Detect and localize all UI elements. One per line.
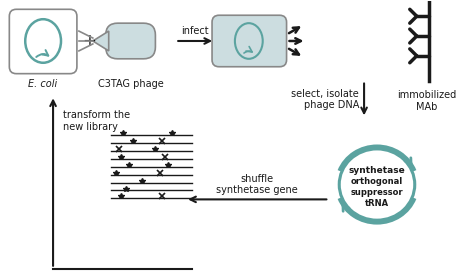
- Text: orthogonal
suppressor
tRNA: orthogonal suppressor tRNA: [351, 177, 403, 208]
- Ellipse shape: [339, 149, 415, 220]
- FancyBboxPatch shape: [212, 15, 287, 67]
- Text: shuffle
synthetase gene: shuffle synthetase gene: [216, 174, 298, 195]
- Text: select, isolate
phage DNA: select, isolate phage DNA: [291, 89, 359, 110]
- Text: synthetase: synthetase: [349, 166, 405, 175]
- FancyBboxPatch shape: [9, 9, 77, 74]
- Polygon shape: [93, 31, 109, 51]
- Text: transform the
new library: transform the new library: [63, 110, 130, 132]
- Text: E. coli: E. coli: [28, 79, 58, 89]
- FancyBboxPatch shape: [106, 23, 155, 59]
- Text: infect: infect: [181, 26, 209, 36]
- Text: C3TAG phage: C3TAG phage: [98, 79, 164, 89]
- Text: +: +: [82, 32, 96, 50]
- Text: immobilized
MAb: immobilized MAb: [397, 91, 456, 112]
